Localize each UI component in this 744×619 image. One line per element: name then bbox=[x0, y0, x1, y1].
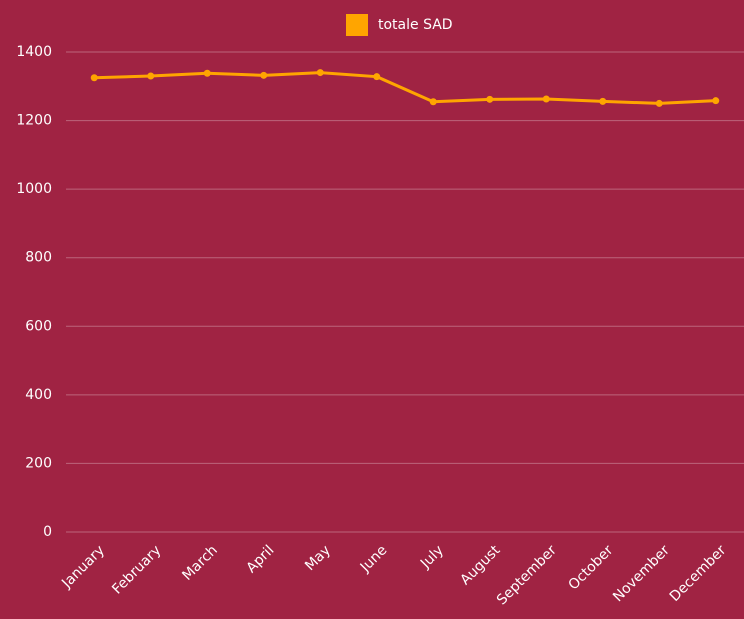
y-tick-label: 1200 bbox=[16, 113, 52, 129]
x-tick-label: August bbox=[457, 542, 503, 588]
y-tick-label: 400 bbox=[25, 387, 52, 403]
x-tick-label: July bbox=[417, 542, 447, 572]
point bbox=[316, 69, 324, 77]
point bbox=[712, 97, 720, 105]
legend-swatch bbox=[346, 14, 368, 36]
y-tick-label: 200 bbox=[25, 455, 52, 471]
legend-label: totale SAD bbox=[378, 17, 453, 33]
point bbox=[599, 97, 607, 105]
point bbox=[373, 73, 381, 81]
x-tick-label: June bbox=[357, 542, 391, 576]
y-tick-label: 1000 bbox=[16, 181, 52, 197]
x-tick-label: January bbox=[58, 542, 108, 592]
x-tick-label: October bbox=[565, 542, 616, 593]
y-tick-label: 0 bbox=[43, 524, 52, 540]
point bbox=[655, 99, 663, 107]
x-tick-label: March bbox=[179, 542, 220, 583]
x-tick-label: February bbox=[109, 542, 164, 597]
x-tick-label: April bbox=[243, 542, 277, 576]
y-tick-label: 1400 bbox=[16, 44, 52, 60]
point bbox=[260, 71, 268, 79]
x-tick-label: May bbox=[302, 542, 334, 574]
point bbox=[90, 74, 98, 82]
point bbox=[429, 98, 437, 106]
line bbox=[94, 71, 716, 105]
x-tick-label: November bbox=[610, 542, 673, 605]
x-tick-label: December bbox=[667, 542, 730, 605]
point bbox=[147, 72, 155, 80]
y-tick-label: 600 bbox=[25, 318, 52, 334]
point bbox=[203, 69, 211, 77]
point bbox=[542, 95, 550, 103]
point bbox=[486, 95, 494, 103]
x-tick-label: September bbox=[494, 542, 560, 608]
y-tick-label: 800 bbox=[25, 250, 52, 266]
